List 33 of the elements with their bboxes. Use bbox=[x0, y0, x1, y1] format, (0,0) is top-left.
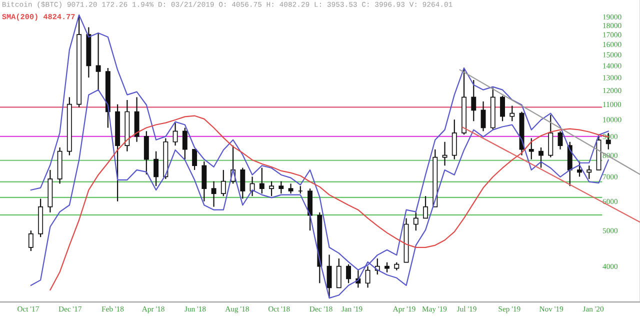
candlestick bbox=[154, 150, 159, 187]
candlestick bbox=[500, 95, 505, 122]
candlestick bbox=[577, 160, 582, 178]
candlestick bbox=[528, 138, 534, 160]
candlestick bbox=[182, 127, 188, 160]
candlestick bbox=[278, 180, 284, 194]
candlestick bbox=[346, 264, 352, 284]
candlestick bbox=[259, 167, 264, 194]
candlestick bbox=[326, 254, 332, 298]
candlestick bbox=[423, 196, 428, 219]
candlestick bbox=[558, 130, 563, 150]
candlestick bbox=[28, 230, 34, 252]
candlestick bbox=[548, 114, 554, 158]
candlestick bbox=[202, 160, 207, 202]
candlestick bbox=[192, 148, 198, 171]
candlestick bbox=[452, 119, 457, 160]
candlestick bbox=[480, 100, 486, 132]
candlestick bbox=[365, 266, 370, 288]
candlestick bbox=[510, 105, 515, 122]
candlestick bbox=[471, 79, 476, 122]
candlestick bbox=[220, 169, 226, 197]
candlestick bbox=[240, 167, 246, 200]
candlestick bbox=[384, 262, 390, 273]
candlestick bbox=[538, 146, 544, 168]
candlestick bbox=[413, 212, 418, 232]
candlestick bbox=[96, 32, 101, 91]
candlestick bbox=[211, 180, 216, 208]
candlestick bbox=[144, 130, 149, 175]
candlestick bbox=[269, 180, 274, 197]
candlestick bbox=[288, 183, 294, 194]
candlestick bbox=[586, 165, 592, 180]
candlestick bbox=[172, 122, 178, 146]
candlestick bbox=[336, 258, 342, 288]
